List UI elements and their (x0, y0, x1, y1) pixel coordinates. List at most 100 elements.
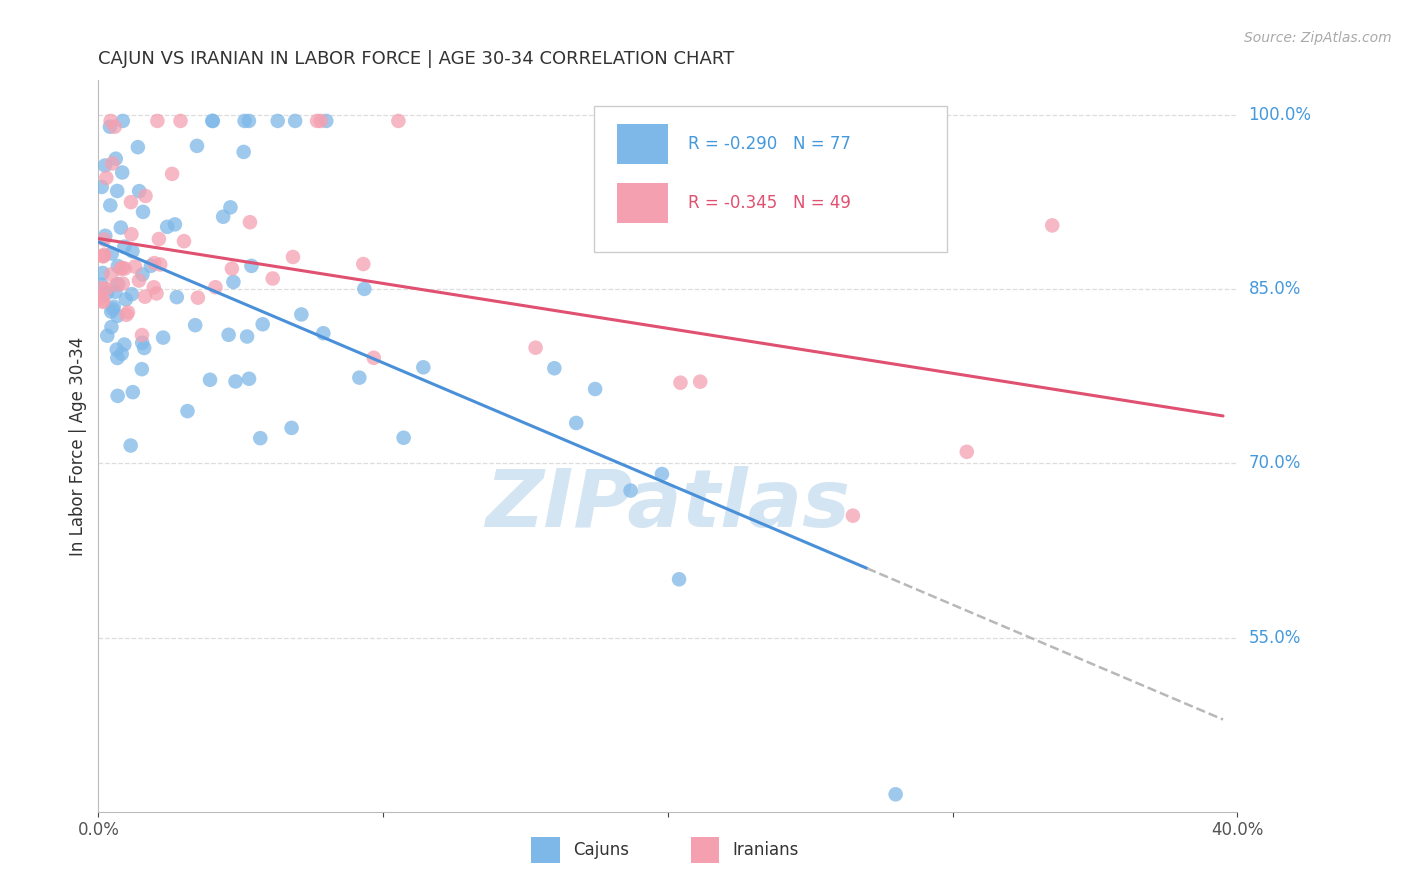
Point (149, 258, 172, 272)
Point (112, 240, 135, 254)
Point (107, 309, 129, 323)
Point (524, 341, 547, 355)
Bar (617, 124, 668, 164)
Point (91, 266, 114, 280)
Point (201, 114, 224, 128)
Point (160, 167, 183, 181)
Point (120, 438, 142, 452)
Y-axis label: In Labor Force | Age 30-34: In Labor Force | Age 30-34 (69, 336, 87, 556)
Point (111, 347, 134, 361)
Bar (690, 838, 718, 863)
Point (238, 372, 260, 386)
Point (884, 787, 907, 801)
Point (163, 218, 186, 232)
Point (103, 300, 125, 314)
Point (98, 198, 121, 212)
Text: CAJUN VS IRANIAN IN LABOR FORCE | AGE 30-34 CORRELATION CHART: CAJUN VS IRANIAN IN LABOR FORCE | AGE 30… (98, 50, 735, 68)
Point (238, 114, 260, 128)
Point (145, 286, 167, 301)
Text: Iranians: Iranians (733, 841, 799, 859)
Point (93, 249, 115, 263)
Point (105, 184, 128, 198)
Point (107, 389, 129, 403)
Point (236, 329, 259, 343)
Point (104, 152, 127, 166)
Point (166, 290, 188, 304)
Bar (617, 183, 668, 223)
Point (651, 467, 673, 481)
Point (90, 290, 112, 304)
Point (184, 318, 207, 333)
Point (131, 328, 153, 343)
Point (543, 361, 565, 376)
Point (131, 362, 153, 376)
Text: R = -0.290   N = 77: R = -0.290 N = 77 (689, 136, 851, 153)
Point (107, 259, 129, 273)
Point (173, 234, 195, 248)
Point (281, 250, 304, 264)
Point (219, 200, 242, 214)
Point (111, 277, 134, 291)
Point (127, 140, 149, 154)
Point (101, 156, 124, 170)
Point (90, 277, 112, 292)
FancyBboxPatch shape (593, 106, 946, 252)
Point (110, 220, 132, 235)
Point (139, 259, 162, 273)
Point (121, 244, 143, 259)
Point (104, 285, 127, 299)
Point (689, 375, 711, 389)
Point (284, 114, 307, 128)
Point (240, 259, 263, 273)
Point (115, 308, 138, 322)
Point (120, 227, 142, 242)
Point (105, 277, 128, 292)
Point (315, 114, 337, 128)
Point (117, 305, 139, 319)
Point (142, 280, 165, 294)
Point (392, 431, 415, 445)
Point (309, 114, 332, 128)
Point (280, 421, 302, 435)
Point (94, 159, 117, 173)
Point (186, 139, 208, 153)
Text: R = -0.345   N = 49: R = -0.345 N = 49 (689, 194, 851, 211)
Point (387, 114, 409, 128)
Point (131, 268, 153, 282)
Point (267, 114, 290, 128)
Point (93, 248, 115, 262)
Point (96, 285, 118, 300)
Point (93, 232, 115, 246)
Point (583, 382, 606, 396)
Point (100, 320, 122, 334)
Point (107, 277, 129, 292)
Point (111, 165, 134, 179)
Point (91, 249, 114, 263)
Point (669, 376, 692, 390)
Point (111, 114, 134, 128)
Point (204, 280, 226, 294)
Point (353, 282, 375, 296)
Point (111, 260, 134, 275)
Point (349, 370, 371, 384)
Text: 85.0%: 85.0% (1249, 280, 1301, 298)
Text: ZIPatlas: ZIPatlas (485, 466, 851, 543)
Point (620, 483, 643, 498)
Point (100, 268, 122, 282)
Point (100, 114, 122, 128)
Point (134, 189, 156, 203)
Point (94, 228, 117, 243)
Point (233, 114, 256, 128)
Point (91, 293, 114, 308)
Text: 100.0%: 100.0% (1249, 106, 1312, 124)
Point (96, 328, 118, 343)
Point (187, 291, 209, 305)
Point (114, 293, 136, 307)
Point (239, 215, 262, 229)
Point (134, 341, 156, 355)
Bar (531, 838, 560, 863)
Point (112, 337, 135, 351)
Point (212, 210, 235, 224)
Point (146, 114, 169, 128)
Point (201, 114, 224, 128)
